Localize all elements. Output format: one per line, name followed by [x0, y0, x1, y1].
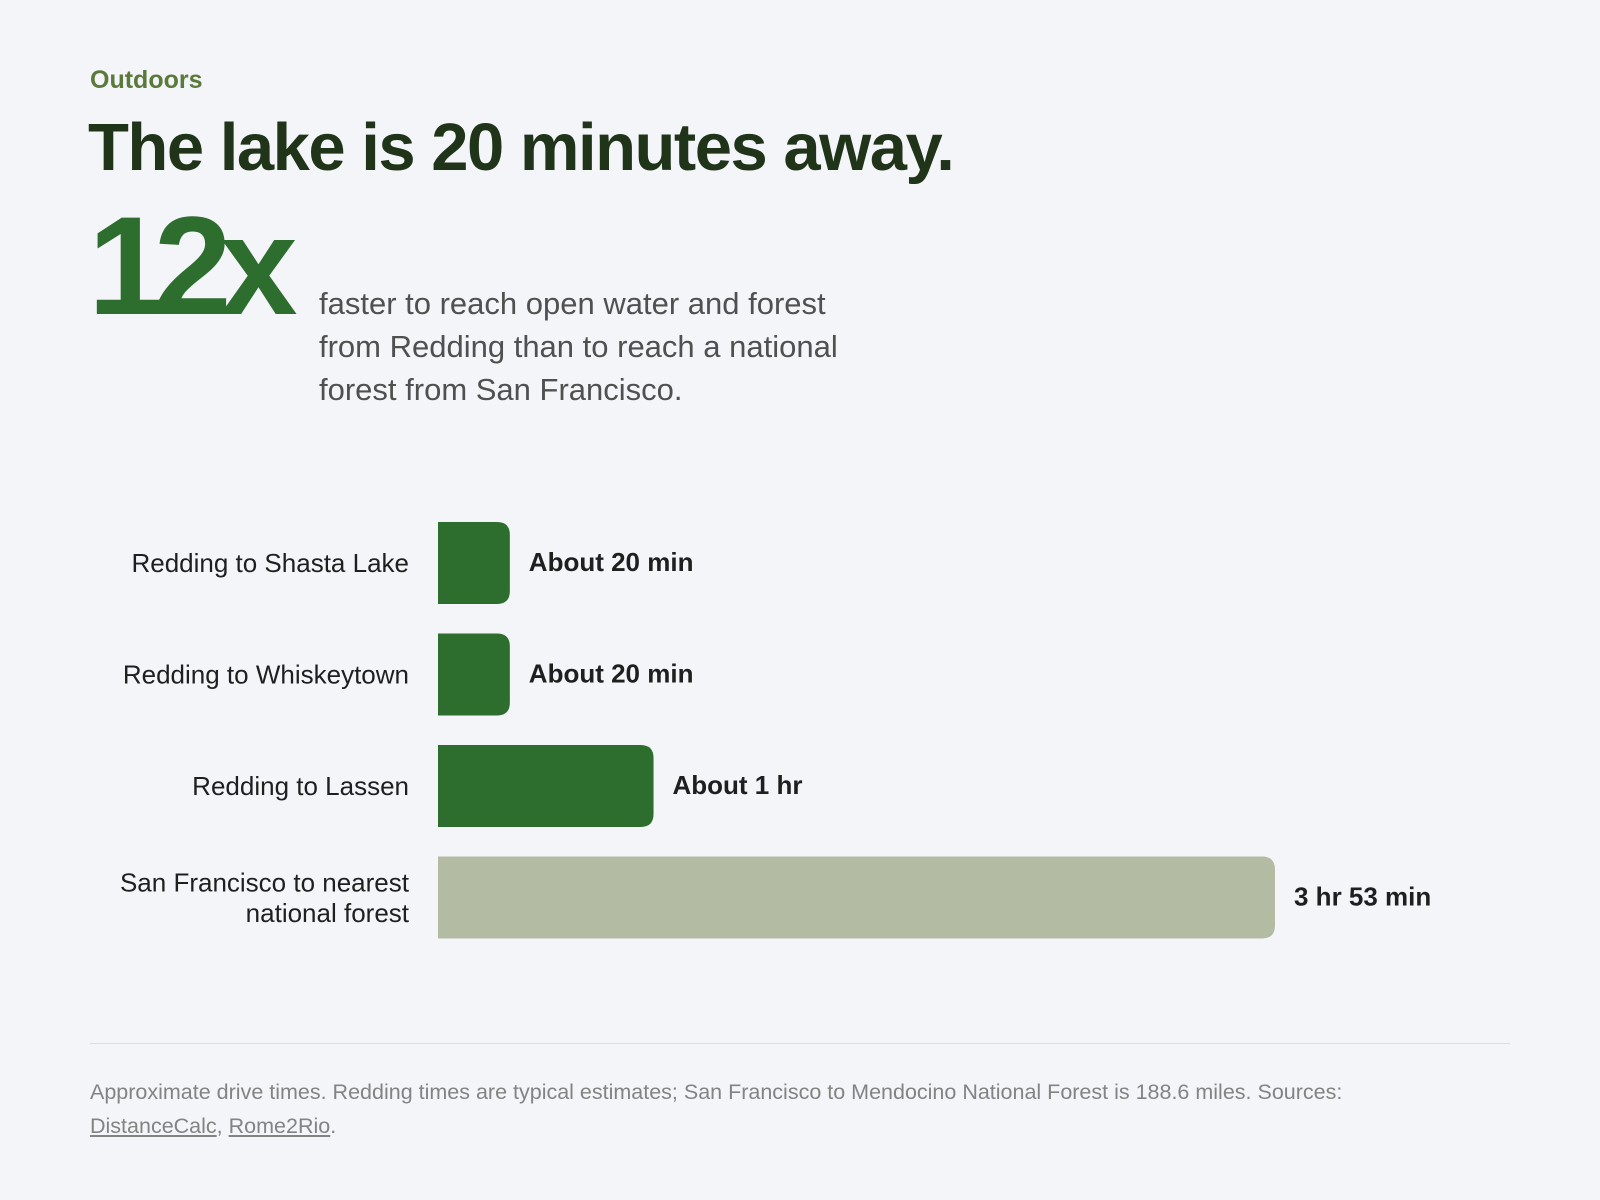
bar-category-label-redding-to-whiskeytown: Redding to Whiskeytown: [123, 660, 409, 690]
footnote: Approximate drive times. Redding times a…: [90, 1075, 1510, 1143]
bar-value-label-san-francisco-to-nearest-national-forest: 3 hr 53 min: [1294, 882, 1431, 912]
footnote-end: .: [330, 1114, 337, 1138]
bar-san-francisco-to-nearest-national-forest: [438, 856, 1275, 939]
footnote-text: Approximate drive times. Redding times a…: [90, 1080, 1343, 1104]
drive-time-bar-chart: Redding to Shasta Lake About 20 min Reddin…: [120, 522, 1431, 939]
big-stat-description: faster to reach open water and forest fr…: [319, 286, 838, 407]
bar-category-label-redding-to-lassen: Redding to Lassen: [192, 771, 409, 801]
bar-category-label-redding-to-shasta-lake: Redding to Shasta Lake: [131, 548, 409, 578]
bar-redding-to-whiskeytown: [438, 633, 510, 716]
page-title: The lake is 20 minutes away.: [88, 110, 955, 185]
source-link-distancecalc[interactable]: DistanceCalc: [90, 1114, 217, 1138]
bar-value-label-redding-to-lassen: About 1 hr: [673, 770, 803, 800]
bar-value-label-redding-to-shasta-lake: About 20 min: [529, 547, 694, 577]
source-link-rome2rio[interactable]: Rome2Rio: [228, 1114, 331, 1138]
bar-category-label-san-francisco-to-nearest-national-forest: San Francisco to nearest national forest: [120, 867, 410, 928]
bar-redding-to-lassen: [438, 745, 654, 827]
section-eyebrow: Outdoors: [90, 66, 203, 94]
footer-divider: [90, 1043, 1510, 1044]
source-separator: ,: [216, 1114, 223, 1138]
big-stat-value: 12x: [88, 187, 298, 344]
bar-redding-to-shasta-lake: [438, 522, 510, 604]
bar-value-label-redding-to-whiskeytown: About 20 min: [529, 659, 694, 689]
